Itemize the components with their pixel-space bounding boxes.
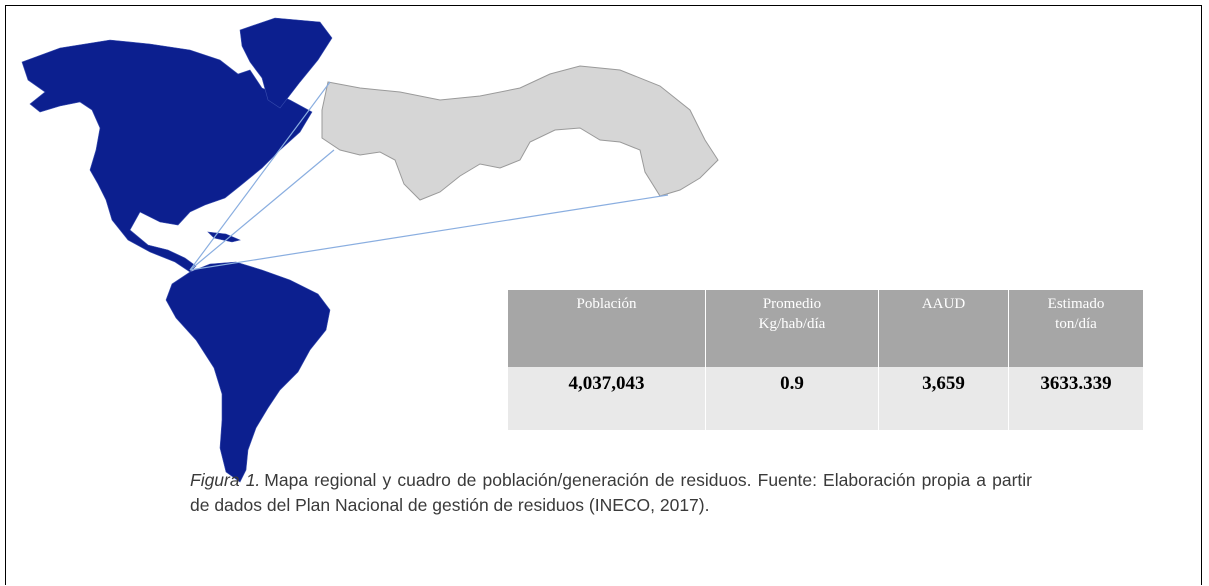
header-line: AAUD (921, 296, 966, 312)
header-cell: Estimado ton/día (1008, 290, 1144, 367)
header-cell: Promedio Kg/hab/día (705, 290, 879, 367)
south-america (165, 261, 331, 483)
greenland (239, 17, 333, 109)
header-line: Kg/hab/día (758, 316, 826, 332)
table-cell: 4,037,043 (508, 367, 706, 430)
header-line: Estimado (1047, 296, 1105, 312)
table-cell: 3633.339 (1008, 367, 1144, 430)
header-line: Población (576, 296, 637, 312)
header-line: ton/día (1055, 316, 1097, 332)
header-cell: Población (508, 290, 706, 367)
connector-line (189, 81, 331, 271)
table-cell: 3,659 (878, 367, 1009, 430)
caption-label: Figura 1. (190, 470, 261, 490)
panama (321, 65, 719, 201)
header-cell: AAUD (878, 290, 1009, 367)
caption-text: Mapa regional y cuadro de población/gene… (190, 470, 1033, 515)
data-table: Población Promedio Kg/hab/día AAUD Estimado t… (508, 290, 1144, 430)
connector-line (189, 194, 669, 271)
table-row: 4,037,043 0.9 3,659 3633.339 (508, 367, 1144, 430)
caption: Figura 1. Mapa regional y cuadro de pobla… (190, 468, 1032, 518)
caribbean (207, 231, 241, 243)
table-cell: 0.9 (705, 367, 879, 430)
header-line: Promedio (762, 296, 822, 312)
frame (5, 5, 1202, 585)
connector-line (189, 149, 335, 271)
north-america (21, 39, 313, 273)
